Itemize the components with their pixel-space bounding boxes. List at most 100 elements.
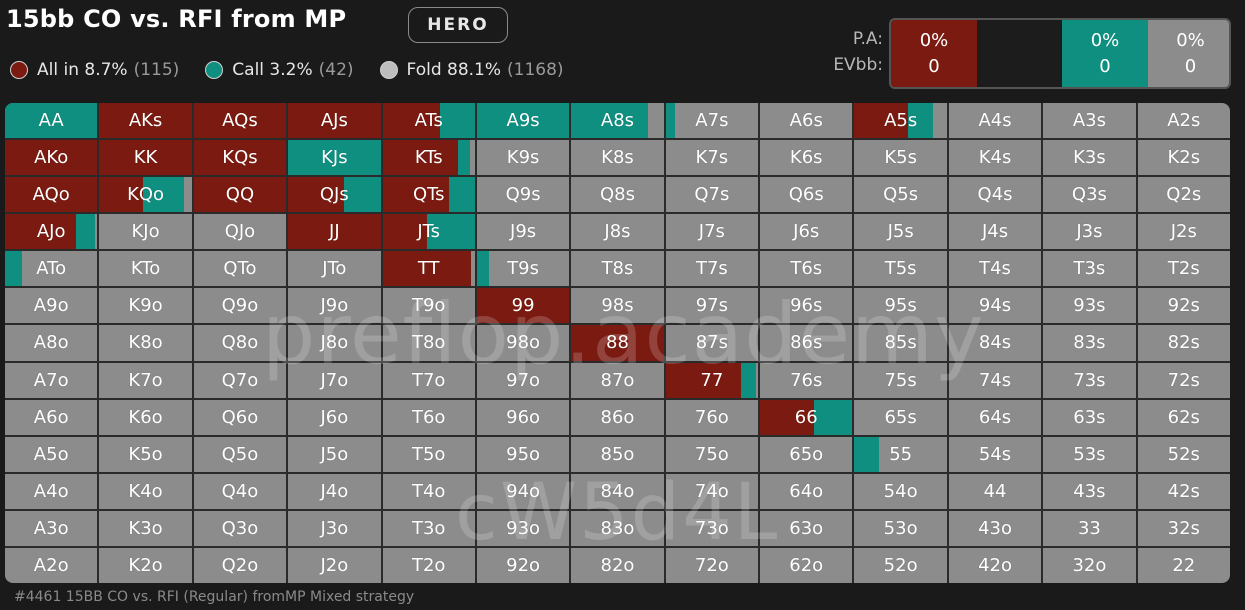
hand-cell[interactable]: K6s — [760, 140, 853, 176]
hand-cell[interactable]: K3o — [99, 510, 192, 546]
hand-cell[interactable]: 72o — [665, 547, 759, 583]
hand-cell[interactable]: 96s — [760, 288, 853, 324]
hand-cell[interactable]: A7s — [665, 103, 759, 139]
hand-cell[interactable]: Q6o — [193, 399, 287, 435]
hand-cell[interactable]: 76s — [760, 362, 853, 398]
hand-cell[interactable]: J7s — [665, 214, 759, 250]
hand-cell[interactable]: 96o — [476, 399, 570, 435]
hand-cell[interactable]: Q3s — [1043, 177, 1136, 213]
hand-cell[interactable]: T7o — [382, 362, 475, 398]
legend-fold[interactable]: Fold 88.1% (1168) — [379, 60, 564, 80]
hand-cell[interactable]: A6o — [5, 399, 98, 435]
hand-cell[interactable]: 44 — [948, 473, 1042, 509]
hand-cell[interactable]: KJo — [99, 214, 192, 250]
hand-cell[interactable]: 52o — [854, 547, 947, 583]
hand-cell[interactable]: 54s — [948, 436, 1042, 472]
hand-cell[interactable]: 22 — [1137, 547, 1230, 583]
hand-cell[interactable]: 87o — [571, 362, 664, 398]
hand-cell[interactable]: AQo — [5, 177, 98, 213]
hand-cell[interactable]: KTs — [382, 140, 475, 176]
hand-cell[interactable]: Q4s — [948, 177, 1042, 213]
hand-cell[interactable]: 95o — [476, 436, 570, 472]
hand-cell[interactable]: 66 — [760, 399, 853, 435]
hand-cell[interactable]: 64o — [760, 473, 853, 509]
hand-cell[interactable]: ATs — [382, 103, 475, 139]
hand-cell[interactable]: A8s — [571, 103, 664, 139]
hand-cell[interactable]: QQ — [193, 177, 287, 213]
hand-cell[interactable]: T7s — [665, 251, 759, 287]
hand-cell[interactable]: 54o — [854, 473, 947, 509]
hand-cell[interactable]: K7o — [99, 362, 192, 398]
hand-cell[interactable]: 94o — [476, 473, 570, 509]
hand-cell[interactable]: A7o — [5, 362, 98, 398]
hand-cell[interactable]: KQo — [99, 177, 192, 213]
hand-cell[interactable]: J3o — [288, 510, 381, 546]
hand-cell[interactable]: T9o — [382, 288, 475, 324]
hand-cell[interactable]: Q7o — [193, 362, 287, 398]
hand-cell[interactable]: AJs — [288, 103, 381, 139]
hand-cell[interactable]: 82o — [571, 547, 664, 583]
hand-cell[interactable]: K2s — [1137, 140, 1230, 176]
hand-cell[interactable]: J9s — [476, 214, 570, 250]
hand-cell[interactable]: 97s — [665, 288, 759, 324]
hand-cell[interactable]: 53o — [854, 510, 947, 546]
hand-cell[interactable]: 53s — [1043, 436, 1136, 472]
hand-cell[interactable]: A3o — [5, 510, 98, 546]
hand-cell[interactable]: Q5s — [854, 177, 947, 213]
hand-cell[interactable]: K3s — [1043, 140, 1136, 176]
hand-cell[interactable]: K6o — [99, 399, 192, 435]
hero-button[interactable]: HERO — [408, 7, 508, 43]
hand-cell[interactable]: A9o — [5, 288, 98, 324]
hand-cell[interactable]: JTs — [382, 214, 475, 250]
hand-cell[interactable]: 86o — [571, 399, 664, 435]
hand-cell[interactable]: 62s — [1137, 399, 1230, 435]
hand-cell[interactable]: Q7s — [665, 177, 759, 213]
hand-cell[interactable]: J4s — [948, 214, 1042, 250]
hand-cell[interactable]: 65s — [854, 399, 947, 435]
hand-cell[interactable]: T9s — [476, 251, 570, 287]
hand-cell[interactable]: 74s — [948, 362, 1042, 398]
hand-cell[interactable]: 72s — [1137, 362, 1230, 398]
hand-cell[interactable]: Q9s — [476, 177, 570, 213]
hand-cell[interactable]: QTo — [193, 251, 287, 287]
hand-cell[interactable]: 42s — [1137, 473, 1230, 509]
hand-cell[interactable]: 33 — [1043, 510, 1136, 546]
hand-cell[interactable]: 63s — [1043, 399, 1136, 435]
hand-cell[interactable]: 83o — [571, 510, 664, 546]
hand-cell[interactable]: K8s — [571, 140, 664, 176]
hand-cell[interactable]: T5o — [382, 436, 475, 472]
hand-cell[interactable]: T8o — [382, 325, 475, 361]
hand-cell[interactable]: T2s — [1137, 251, 1230, 287]
hand-cell[interactable]: Q8s — [571, 177, 664, 213]
hand-cell[interactable]: Q6s — [760, 177, 853, 213]
hand-cell[interactable]: A5s — [854, 103, 947, 139]
hand-cell[interactable]: J2o — [288, 547, 381, 583]
hand-cell[interactable]: 82s — [1137, 325, 1230, 361]
hand-cell[interactable]: J4o — [288, 473, 381, 509]
hand-cell[interactable]: 92s — [1137, 288, 1230, 324]
hand-cell[interactable]: K5o — [99, 436, 192, 472]
hand-cell[interactable]: AKs — [99, 103, 192, 139]
hand-cell[interactable]: K5s — [854, 140, 947, 176]
hand-cell[interactable]: Q2o — [193, 547, 287, 583]
hand-cell[interactable]: AKo — [5, 140, 98, 176]
hand-cell[interactable]: J9o — [288, 288, 381, 324]
hand-cell[interactable]: KTo — [99, 251, 192, 287]
hand-cell[interactable]: 55 — [854, 436, 947, 472]
hand-cell[interactable]: 87s — [665, 325, 759, 361]
hand-cell[interactable]: 93o — [476, 510, 570, 546]
hand-cell[interactable]: J7o — [288, 362, 381, 398]
hand-cell[interactable]: Q9o — [193, 288, 287, 324]
hand-cell[interactable]: AQs — [193, 103, 287, 139]
hand-cell[interactable]: 42o — [948, 547, 1042, 583]
hand-cell[interactable]: T3o — [382, 510, 475, 546]
hand-cell[interactable]: 85o — [571, 436, 664, 472]
hand-cell[interactable]: T8s — [571, 251, 664, 287]
hand-cell[interactable]: 77 — [665, 362, 759, 398]
hand-cell[interactable]: T3s — [1043, 251, 1136, 287]
hand-cell[interactable]: K7s — [665, 140, 759, 176]
hand-cell[interactable]: K2o — [99, 547, 192, 583]
hand-cell[interactable]: T4s — [948, 251, 1042, 287]
hand-cell[interactable]: J8s — [571, 214, 664, 250]
hand-cell[interactable]: A2o — [5, 547, 98, 583]
